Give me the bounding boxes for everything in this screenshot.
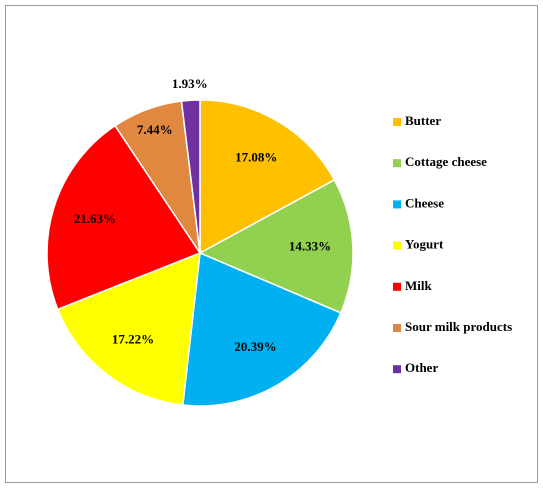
data-label: 17.22% — [112, 331, 154, 346]
legend-swatch — [393, 241, 401, 250]
legend-label: Yogurt — [405, 237, 444, 252]
data-label: 14.33% — [289, 239, 331, 254]
legend-label: Other — [405, 360, 438, 375]
legend-label: Butter — [405, 113, 441, 128]
pie-slice — [46, 124, 202, 311]
legend-swatch — [393, 118, 401, 126]
legend-label: Cheese — [405, 195, 444, 210]
pie-slice — [182, 251, 342, 407]
legend-label: Sour milk products — [405, 319, 512, 334]
legend-label: Milk — [405, 278, 432, 293]
legend-swatch — [393, 324, 401, 332]
data-label: 17.08% — [235, 149, 277, 164]
legend-label: Cottage cheese — [405, 154, 487, 169]
legend-swatch — [393, 200, 401, 209]
data-label: 21.63% — [74, 211, 116, 226]
legend-swatch — [393, 159, 401, 168]
pie-slice — [198, 178, 354, 314]
data-label: 20.39% — [234, 339, 276, 354]
pie-slice — [56, 251, 201, 406]
legend-swatch — [393, 282, 401, 291]
data-label: 1.93% — [172, 76, 208, 91]
pie-slice — [180, 99, 201, 254]
pie-slice — [199, 99, 336, 255]
data-label: 7.44% — [137, 122, 173, 137]
legend-swatch — [393, 365, 401, 374]
